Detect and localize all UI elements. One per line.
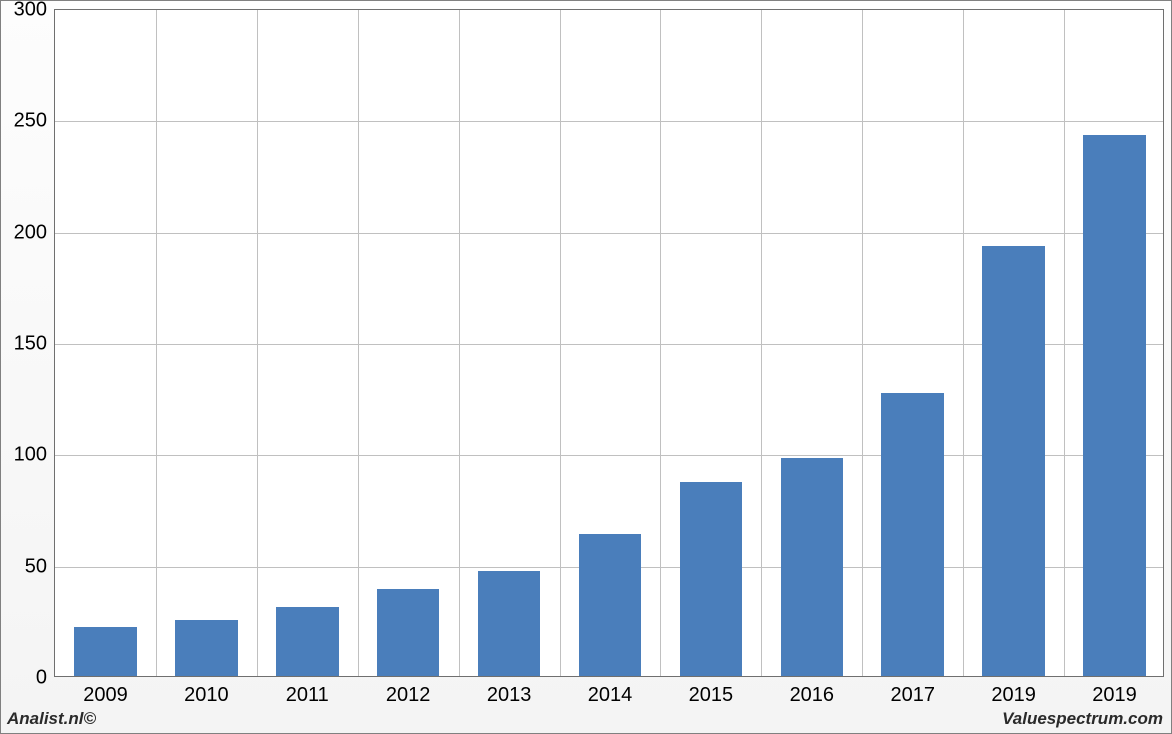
- bar: [982, 246, 1045, 676]
- bar: [175, 620, 238, 676]
- y-axis-label: 300: [14, 0, 55, 22]
- gridline-vertical: [963, 10, 964, 676]
- chart-container: 0 50 100 150 200 250 300 2009 2010 2011 2012 2013 20…: [0, 0, 1172, 734]
- x-axis-label: 2010: [184, 676, 229, 707]
- plot-area: 0501001502002503002009201020112012201320…: [54, 9, 1164, 677]
- x-axis-label: 2019: [991, 676, 1036, 707]
- x-axis-label: 2013: [487, 676, 532, 707]
- gridline-horizontal: [55, 233, 1163, 234]
- x-axis-label: 2014: [588, 676, 633, 707]
- y-axis-label: 250: [14, 110, 55, 133]
- bar: [1083, 135, 1146, 676]
- footer-right-credit: Valuespectrum.com: [1002, 709, 1163, 729]
- bar: [579, 534, 642, 677]
- bar: [881, 393, 944, 676]
- bar: [276, 607, 339, 676]
- y-axis-label: 100: [14, 444, 55, 467]
- x-axis-label: 2016: [790, 676, 835, 707]
- gridline-vertical: [1064, 10, 1065, 676]
- gridline-vertical: [257, 10, 258, 676]
- bar: [74, 627, 137, 676]
- y-axis-label: 0: [36, 667, 55, 690]
- gridline-vertical: [761, 10, 762, 676]
- bar: [680, 482, 743, 676]
- bar: [781, 458, 844, 676]
- x-axis-label: 2019: [1092, 676, 1137, 707]
- gridline-horizontal: [55, 121, 1163, 122]
- x-axis-label: 2011: [286, 676, 329, 707]
- bar: [478, 571, 541, 676]
- gridline-vertical: [660, 10, 661, 676]
- y-axis-label: 200: [14, 221, 55, 244]
- footer-left-credit: Analist.nl©: [7, 709, 96, 729]
- gridline-vertical: [156, 10, 157, 676]
- y-axis-label: 150: [14, 333, 55, 356]
- gridline-vertical: [358, 10, 359, 676]
- x-axis-label: 2017: [890, 676, 935, 707]
- gridline-vertical: [459, 10, 460, 676]
- x-axis-label: 2015: [689, 676, 734, 707]
- bar: [377, 589, 440, 676]
- gridline-vertical: [560, 10, 561, 676]
- gridline-vertical: [862, 10, 863, 676]
- y-axis-label: 50: [25, 555, 55, 578]
- x-axis-label: 2009: [83, 676, 128, 707]
- x-axis-label: 2012: [386, 676, 431, 707]
